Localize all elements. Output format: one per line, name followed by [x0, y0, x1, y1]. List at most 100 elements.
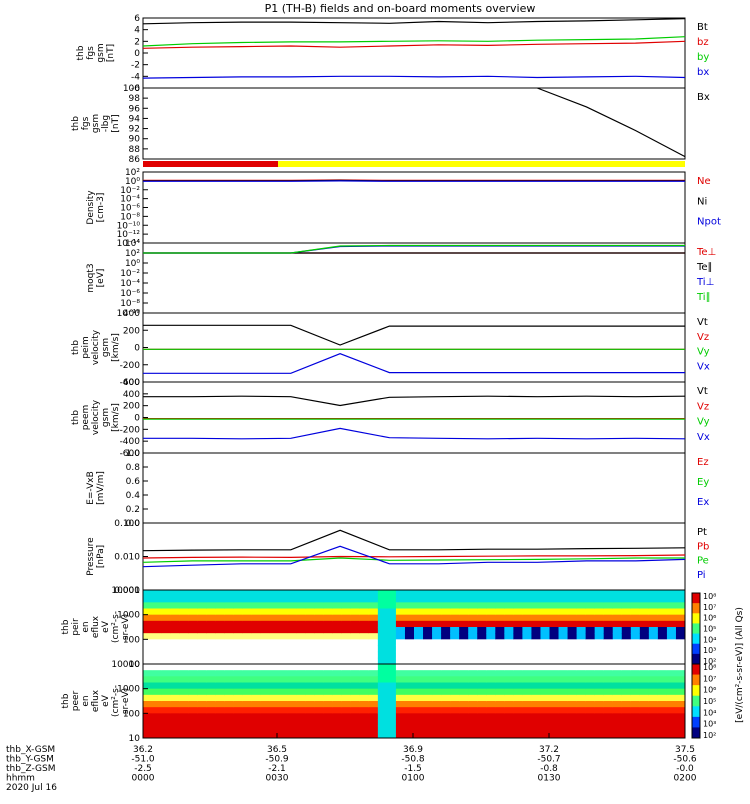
spectrogram-cell	[224, 652, 234, 659]
spectrogram-cell	[441, 652, 451, 659]
spectrogram-cell	[595, 646, 605, 653]
spectrogram-cell	[586, 639, 596, 646]
spectrogram-cell	[269, 707, 279, 714]
spectrogram-cell	[540, 726, 550, 733]
x-axis-value: 37.5	[675, 745, 695, 755]
spectrogram-cell	[143, 646, 153, 653]
spectrogram-cell	[369, 726, 379, 733]
spectrogram-cell	[595, 670, 605, 677]
spectrogram-cell	[649, 701, 659, 708]
spectrogram-cell	[649, 590, 659, 597]
spectrogram-cell	[405, 633, 415, 640]
spectrogram-cell	[351, 707, 361, 714]
spectrogram-cell	[369, 701, 379, 708]
spectrogram-cell	[658, 670, 668, 677]
y-tick-label: 100	[123, 84, 140, 94]
spectrogram-cell	[233, 590, 243, 597]
colorbar-tick: 10³	[703, 720, 716, 729]
spectrogram-cell	[559, 670, 569, 677]
spectrogram-cell	[279, 609, 289, 616]
spectrogram-cell	[360, 664, 370, 671]
spectrogram-cell	[188, 664, 198, 671]
spectrogram-cell	[269, 627, 279, 634]
spectrogram-cell	[613, 689, 623, 696]
spectrogram-cell	[143, 602, 153, 609]
spectrogram-cell	[441, 596, 451, 603]
spectrogram-cell	[251, 646, 261, 653]
spectrogram-cell	[658, 602, 668, 609]
series-Vt	[143, 325, 685, 345]
spectrogram-cell	[604, 676, 614, 683]
spectrogram-cell	[206, 683, 216, 690]
colorbar-cell	[692, 654, 700, 665]
spectrogram-cell	[333, 609, 343, 616]
spectrogram-cell	[333, 633, 343, 640]
spectrogram-cell	[441, 609, 451, 616]
spectrogram-cell	[432, 683, 442, 690]
spectrogram-cell	[522, 633, 532, 640]
spectrogram-cell	[513, 646, 523, 653]
spectrogram-cell	[568, 720, 578, 727]
spectrogram-cell	[450, 713, 460, 720]
spectrogram-cell	[405, 720, 415, 727]
spectrogram-cell	[333, 689, 343, 696]
spectrogram-cell	[414, 596, 424, 603]
spectrogram-cell	[504, 695, 514, 702]
spectrogram-cell	[486, 639, 496, 646]
x-axis-value: 0030	[266, 774, 289, 784]
spectrogram-cell	[667, 670, 677, 677]
spectrogram-cell	[152, 726, 162, 733]
spectrogram-cell	[676, 646, 686, 653]
legend-Vx: Vx	[697, 361, 710, 372]
spectrogram-cell	[224, 615, 234, 622]
colorbar-cell	[692, 685, 700, 696]
spectrogram-cell	[396, 602, 406, 609]
spectrogram-cell	[450, 639, 460, 646]
spectrogram-cell	[459, 689, 469, 696]
spectrogram-cell	[351, 689, 361, 696]
spectrogram-cell	[459, 596, 469, 603]
spectrogram-cell	[676, 602, 686, 609]
y-label-line: fgs	[86, 46, 96, 60]
spectrogram-cell	[550, 627, 560, 634]
spectrogram-cell	[197, 701, 207, 708]
spectrogram-cell	[369, 695, 379, 702]
spectrogram-cell	[378, 713, 388, 720]
spectrogram-cell	[486, 707, 496, 714]
spectrogram-cell	[568, 707, 578, 714]
spectrogram-cell	[468, 596, 478, 603]
spectrogram-cell	[559, 713, 569, 720]
spectrogram-cell	[459, 726, 469, 733]
spectrogram-cell	[197, 615, 207, 622]
spectrogram-cell	[215, 713, 225, 720]
spectrogram-cell	[522, 695, 532, 702]
spectrogram-cell	[215, 695, 225, 702]
spectrogram-cell	[396, 596, 406, 603]
spectrogram-cell	[188, 627, 198, 634]
panel-frame	[143, 88, 685, 159]
spectrogram-cell	[315, 720, 325, 727]
spectrogram-cell	[540, 627, 550, 634]
spectrogram-cell	[260, 695, 270, 702]
spectrogram-cell	[306, 633, 316, 640]
spectrogram-cell	[631, 639, 641, 646]
spectrogram-cell	[387, 596, 397, 603]
spectrogram-cell	[206, 639, 216, 646]
legend-Ex: Ex	[697, 497, 709, 508]
y-tick-label: 200	[123, 326, 140, 336]
spectrogram-cell	[522, 627, 532, 634]
spectrogram-cell	[613, 670, 623, 677]
spectrogram-cell	[324, 652, 334, 659]
spectrogram-cell	[640, 627, 650, 634]
spectrogram-cell	[586, 615, 596, 622]
spectrogram-cell	[550, 689, 560, 696]
spectrogram-cell	[586, 713, 596, 720]
legend-Pb: Pb	[697, 541, 709, 552]
spectrogram-cell	[143, 615, 153, 622]
spectrogram-cell	[233, 609, 243, 616]
spectrogram-cell	[306, 720, 316, 727]
spectrogram-cell	[649, 639, 659, 646]
spectrogram-cell	[495, 646, 505, 653]
